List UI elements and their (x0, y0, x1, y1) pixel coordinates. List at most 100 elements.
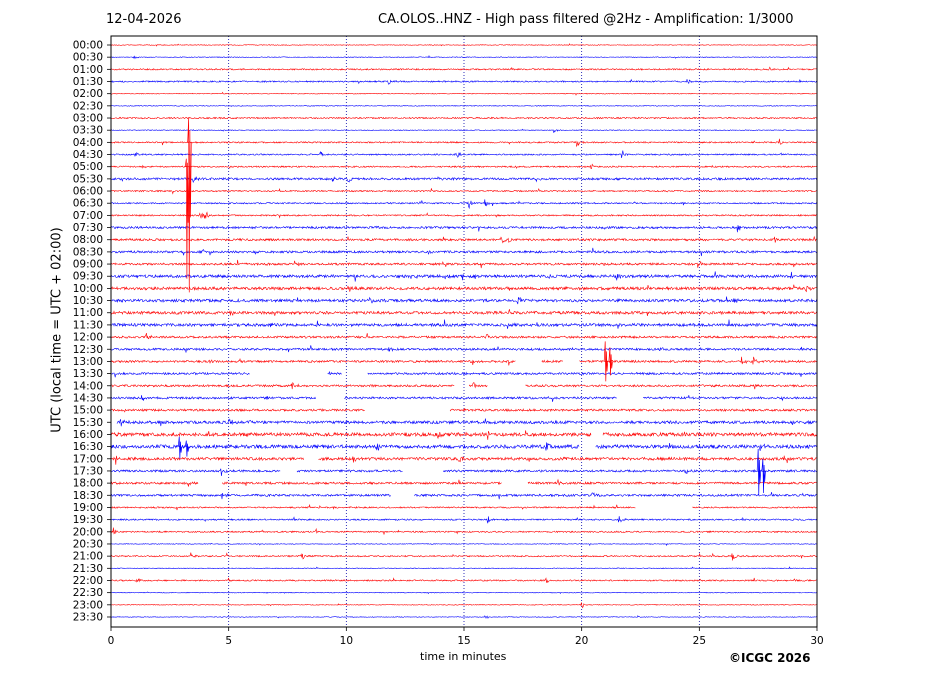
trace-01:00 (110, 66, 817, 71)
trace-12:00 (110, 332, 817, 340)
trace-05:30 (110, 176, 817, 184)
y-tick-label: 20:00 (73, 526, 103, 538)
trace-14:00 (110, 381, 817, 390)
trace-02:00 (110, 91, 817, 96)
trace-08:00 (110, 235, 817, 244)
y-tick-label: 14:00 (73, 380, 103, 392)
y-tick-label: 22:00 (73, 575, 103, 587)
y-tick-label: 21:30 (73, 563, 103, 575)
spike (756, 448, 762, 495)
y-tick-label: 23:30 (73, 611, 103, 623)
y-tick-label: 05:00 (73, 161, 103, 173)
y-tick-label: 21:00 (73, 551, 103, 563)
y-tick-label: 01:00 (73, 64, 103, 76)
y-tick-label: 01:30 (73, 76, 103, 88)
y-tick-label: 08:00 (73, 234, 103, 246)
trace-15:00 (110, 408, 817, 413)
y-tick-label: 14:30 (73, 392, 103, 404)
y-tick-label: 11:00 (73, 307, 103, 319)
x-tick-label: 15 (457, 635, 470, 647)
y-tick-label: 15:30 (73, 417, 103, 429)
trace-04:30 (110, 150, 817, 159)
y-tick-label: 12:30 (73, 344, 103, 356)
y-tick-label: 17:00 (73, 453, 103, 465)
y-tick-label: 10:00 (73, 283, 103, 295)
trace-00:00 (110, 43, 817, 47)
trace-14:30 (110, 395, 817, 402)
y-tick-label: 13:00 (73, 356, 103, 368)
y-tick-label: 12:00 (73, 332, 103, 344)
y-tick-label: 00:30 (73, 52, 103, 64)
y-tick-label: 06:30 (73, 198, 103, 210)
spike (608, 347, 613, 376)
y-tick-label: 22:30 (73, 587, 103, 599)
y-tick-label: 07:00 (73, 210, 103, 222)
trace-13:30 (110, 370, 817, 378)
trace-20:30 (110, 543, 817, 547)
trace-17:30 (110, 468, 817, 477)
y-tick-label: 05:30 (73, 173, 103, 185)
trace-09:00 (110, 259, 817, 269)
y-tick-label: 15:00 (73, 405, 103, 417)
trace-06:00 (110, 187, 817, 195)
x-tick-label: 20 (575, 635, 588, 647)
y-tick-label: 09:30 (73, 271, 103, 283)
trace-02:30 (110, 105, 817, 107)
trace-16:00 (110, 430, 817, 440)
trace-07:00 (110, 211, 817, 219)
spike (184, 440, 190, 457)
y-tick-label: 20:30 (73, 538, 103, 550)
trace-03:30 (110, 128, 817, 133)
trace-23:30 (110, 615, 817, 619)
y-tick-label: 03:30 (73, 125, 103, 137)
y-tick-label: 04:30 (73, 149, 103, 161)
trace-22:30 (110, 591, 817, 595)
spike (603, 341, 609, 382)
trace-00:30 (110, 55, 817, 60)
x-tick-label: 30 (810, 635, 823, 647)
x-tick-label: 5 (225, 635, 232, 647)
trace-10:00 (110, 284, 817, 293)
trace-11:30 (110, 319, 817, 329)
trace-18:30 (110, 492, 817, 500)
copyright-label: ©ICGC 2026 (729, 651, 811, 665)
y-tick-label: 23:00 (73, 599, 103, 611)
date-label: 12-04-2026 (106, 12, 182, 27)
y-tick-label: 16:30 (73, 441, 103, 453)
y-tick-label: 00:00 (73, 40, 103, 52)
spike (187, 118, 192, 293)
plot-frame (110, 35, 818, 628)
trace-13:00 (110, 356, 817, 366)
trace-16:30 (110, 442, 817, 451)
spike (177, 436, 183, 459)
spike (761, 458, 766, 493)
trace-19:00 (110, 503, 817, 511)
trace-17:00 (110, 455, 817, 465)
y-tick-label: 04:00 (73, 137, 103, 149)
y-tick-label: 16:00 (73, 429, 103, 441)
y-tick-label: 10:30 (73, 295, 103, 307)
y-tick-label: 19:30 (73, 514, 103, 526)
y-tick-label: 02:30 (73, 100, 103, 112)
y-tick-label: 18:00 (73, 478, 103, 490)
trace-07:30 (110, 225, 817, 233)
x-tick-label: 25 (693, 635, 706, 647)
y-tick-label: 08:30 (73, 246, 103, 258)
trace-10:30 (110, 296, 817, 305)
trace-21:30 (110, 566, 817, 570)
trace-03:00 (110, 116, 817, 120)
trace-19:30 (110, 516, 817, 524)
trace-15:30 (116, 418, 817, 427)
y-tick-label: 07:30 (73, 222, 103, 234)
y-tick-label: 13:30 (73, 368, 103, 380)
trace-04:00 (110, 138, 817, 148)
trace-23:00 (110, 602, 817, 609)
x-tick-label: 0 (108, 635, 115, 647)
y-tick-label: 19:00 (73, 502, 103, 514)
spike (184, 158, 190, 279)
y-tick-label: 09:00 (73, 259, 103, 271)
x-tick-label: 10 (340, 635, 353, 647)
trace-11:00 (110, 309, 817, 317)
trace-01:30 (110, 78, 817, 85)
